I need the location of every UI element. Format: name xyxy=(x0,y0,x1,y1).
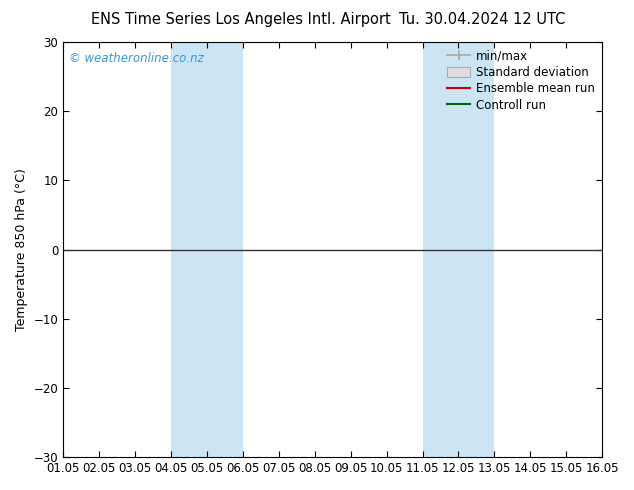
Bar xyxy=(171,42,243,457)
Text: Tu. 30.04.2024 12 UTC: Tu. 30.04.2024 12 UTC xyxy=(399,12,565,27)
Legend: min/max, Standard deviation, Ensemble mean run, Controll run: min/max, Standard deviation, Ensemble me… xyxy=(442,45,600,117)
Text: © weatheronline.co.nz: © weatheronline.co.nz xyxy=(68,52,204,66)
Bar xyxy=(422,42,495,457)
Text: ENS Time Series Los Angeles Intl. Airport: ENS Time Series Los Angeles Intl. Airpor… xyxy=(91,12,391,27)
Y-axis label: Temperature 850 hPa (°C): Temperature 850 hPa (°C) xyxy=(15,168,28,331)
